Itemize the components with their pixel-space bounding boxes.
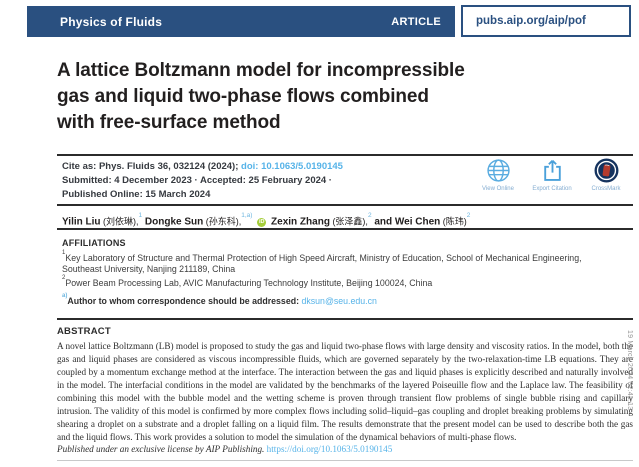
correspondence-note: a)Author to whom correspondence should b…	[62, 293, 622, 306]
rule-bottom	[57, 460, 633, 461]
author-name: Yilin Liu	[62, 216, 101, 228]
affiliation-item: 2Power Beam Processing Lab, AVIC Manufac…	[62, 275, 604, 289]
author-name: and Wei Chen	[374, 216, 441, 228]
submitted-accepted-line: Submitted: 4 December 2023 · Accepted: 2…	[62, 175, 332, 186]
rule-below-authors	[57, 228, 633, 230]
download-timestamp: 19 March 2024 02:41:13	[626, 330, 633, 411]
author-name: Dongke Sun	[144, 216, 204, 228]
publisher-url-box[interactable]: pubs.aip.org/aip/pof	[461, 5, 631, 37]
affiliation-sup: 1	[62, 250, 66, 256]
affiliation-item: 1Key Laboratory of Structure and Thermal…	[62, 250, 604, 276]
affiliation-text: Key Laboratory of Structure and Thermal …	[62, 252, 582, 275]
license-line: Published under an exclusive license by …	[57, 444, 633, 454]
author-affil-sup: 1,a)	[241, 211, 253, 219]
view-online-label: View Online	[482, 186, 514, 192]
cite-line: Cite as: Phys. Fluids 36, 032124 (2024);…	[62, 160, 462, 174]
globe-icon	[486, 158, 511, 183]
crossmark-button[interactable]: CrossMark	[580, 158, 632, 192]
crossmark-icon	[594, 158, 619, 183]
title-line-3: with free-surface method	[57, 112, 281, 133]
affiliation-text: Power Beam Processing Lab, AVIC Manufact…	[65, 277, 433, 288]
title-line-2: gas and liquid two-phase flows combined	[57, 86, 429, 107]
author-affil-sup: 2	[466, 211, 471, 219]
license-text: Published under an exclusive license by …	[57, 444, 267, 454]
author-affil-sup: 1	[138, 211, 143, 219]
export-icon	[540, 158, 565, 183]
crossmark-label: CrossMark	[591, 186, 621, 192]
publisher-url[interactable]: pubs.aip.org/aip/pof	[476, 15, 586, 27]
license-doi-link[interactable]: https://doi.org/10.1063/5.0190145	[266, 444, 393, 454]
rule-below-citation	[57, 204, 633, 206]
title-line-1: A lattice Boltzmann model for incompress…	[57, 60, 465, 81]
author-cn-name: (张泽鑫),	[329, 216, 368, 227]
article-type-label: ARTICLE	[391, 15, 441, 28]
correspondence-text: Author to whom correspondence should be …	[67, 296, 302, 306]
view-online-button[interactable]: View Online	[472, 158, 524, 192]
author-name: Zexin Zhang	[271, 216, 330, 228]
author-affil-sup: 2	[367, 211, 372, 219]
author-list: Yilin Liu (刘依琳),1 Dongke Sun (孙东科),1,a) …	[62, 212, 622, 229]
journal-banner: Physics of Fluids ARTICLE	[27, 6, 455, 37]
rule-above-abstract	[57, 318, 633, 320]
abstract-text: A novel lattice Boltzmann (LB) model is …	[57, 341, 633, 442]
cite-pages: , 032124 (2024);	[168, 161, 242, 172]
affiliation-sup: 2	[62, 275, 66, 281]
citation-block: Cite as: Phys. Fluids 36, 032124 (2024);…	[62, 160, 462, 202]
export-citation-label: Export Citation	[532, 186, 572, 192]
correspondence-email-link[interactable]: dksun@seu.edu.cn	[301, 296, 377, 306]
journal-name: Physics of Fluids	[60, 14, 163, 29]
orcid-icon[interactable]: iD	[257, 218, 267, 228]
published-online-line: Published Online: 15 March 2024	[62, 189, 211, 200]
export-citation-button[interactable]: Export Citation	[526, 158, 578, 192]
article-title: A lattice Boltzmann model for incompress…	[57, 58, 597, 136]
article-actions: View Online Export Citation CrossMark	[472, 158, 632, 200]
rule-above-citation	[57, 154, 633, 156]
author-cn-name: (孙东科),	[203, 216, 242, 227]
correspondence-sup: a)	[62, 293, 68, 300]
author-cn-name: (陈玮)	[440, 216, 467, 227]
abstract-heading: ABSTRACT	[57, 326, 111, 337]
doi-link[interactable]: doi: 10.1063/5.0190145	[241, 161, 343, 172]
cite-prefix: Cite as: Phys. Fluids	[62, 161, 158, 172]
cite-volume: 36	[157, 161, 169, 172]
affiliations-heading: AFFILIATIONS	[62, 238, 126, 248]
author-cn-name: (刘依琳),	[100, 216, 139, 227]
